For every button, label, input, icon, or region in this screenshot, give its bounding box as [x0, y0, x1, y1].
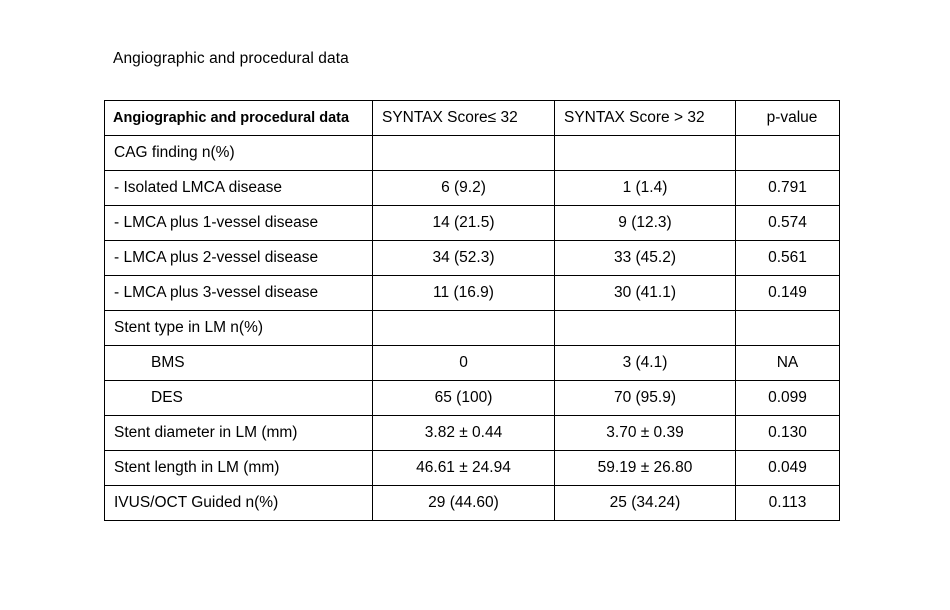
cell-p-value: 0.099: [735, 380, 840, 416]
table-row: CAG finding n(%): [104, 135, 840, 171]
table-row: - LMCA plus 3-vessel disease 11 (16.9) 30 …: [104, 275, 840, 311]
row-label: Stent length in LM (mm): [104, 450, 373, 486]
header-cell-p-value: p-value: [735, 100, 840, 136]
cell-syntax-high: [554, 135, 736, 171]
row-label: CAG finding n(%): [104, 135, 373, 171]
header-cell-category: Angiographic and procedural data: [104, 100, 373, 136]
cell-syntax-high: 1 (1.4): [554, 170, 736, 206]
row-label: Stent diameter in LM (mm): [104, 415, 373, 451]
cell-syntax-low: 65 (100): [372, 380, 555, 416]
cell-syntax-high: 9 (12.3): [554, 205, 736, 241]
cell-syntax-low: 0: [372, 345, 555, 381]
cell-p-value: 0.561: [735, 240, 840, 276]
cell-p-value: [735, 310, 840, 346]
cell-p-value: [735, 135, 840, 171]
cell-p-value: 0.574: [735, 205, 840, 241]
cell-syntax-high: 30 (41.1): [554, 275, 736, 311]
cell-syntax-low: 46.61 ± 24.94: [372, 450, 555, 486]
cell-syntax-high: 33 (45.2): [554, 240, 736, 276]
row-label: DES: [104, 380, 373, 416]
cell-p-value: 0.130: [735, 415, 840, 451]
cell-syntax-low: 34 (52.3): [372, 240, 555, 276]
row-label: IVUS/OCT Guided n(%): [104, 485, 373, 521]
cell-p-value: 0.791: [735, 170, 840, 206]
cell-syntax-high: 59.19 ± 26.80: [554, 450, 736, 486]
row-label: Stent type in LM n(%): [104, 310, 373, 346]
cell-syntax-high: 70 (95.9): [554, 380, 736, 416]
cell-syntax-high: [554, 310, 736, 346]
table-row: DES 65 (100) 70 (95.9) 0.099: [104, 380, 840, 416]
row-label: - LMCA plus 2-vessel disease: [104, 240, 373, 276]
table-header-row: Angiographic and procedural data SYNTAX …: [104, 100, 840, 136]
cell-syntax-low: 11 (16.9): [372, 275, 555, 311]
header-cell-syntax-high: SYNTAX Score > 32: [554, 100, 736, 136]
cell-syntax-low: 29 (44.60): [372, 485, 555, 521]
cell-syntax-low: [372, 135, 555, 171]
table-row: - LMCA plus 2-vessel disease 34 (52.3) 33 …: [104, 240, 840, 276]
table-caption: Angiographic and procedural data: [113, 50, 349, 67]
data-table: Angiographic and procedural data SYNTAX …: [104, 100, 840, 521]
table-row: Stent type in LM n(%): [104, 310, 840, 346]
cell-syntax-high: 3 (4.1): [554, 345, 736, 381]
cell-syntax-low: [372, 310, 555, 346]
cell-p-value: NA: [735, 345, 840, 381]
cell-syntax-low: 6 (9.2): [372, 170, 555, 206]
table-row: BMS 0 3 (4.1) NA: [104, 345, 840, 381]
cell-p-value: 0.149: [735, 275, 840, 311]
cell-p-value: 0.113: [735, 485, 840, 521]
table-row: Stent diameter in LM (mm) 3.82 ± 0.44 3.70…: [104, 415, 840, 451]
row-label: - Isolated LMCA disease: [104, 170, 373, 206]
row-label: BMS: [104, 345, 373, 381]
table-row: - Isolated LMCA disease 6 (9.2) 1 (1.4) 0.7…: [104, 170, 840, 206]
cell-syntax-high: 25 (34.24): [554, 485, 736, 521]
cell-syntax-high: 3.70 ± 0.39: [554, 415, 736, 451]
table-body: CAG finding n(%) - Isolated LMCA disease 6…: [104, 135, 840, 521]
cell-p-value: 0.049: [735, 450, 840, 486]
cell-syntax-low: 14 (21.5): [372, 205, 555, 241]
table-row: Stent length in LM (mm) 46.61 ± 24.94 59.1…: [104, 450, 840, 486]
table-row: IVUS/OCT Guided n(%) 29 (44.60) 25 (34.24)…: [104, 485, 840, 521]
header-cell-syntax-low: SYNTAX Score≤ 32: [372, 100, 555, 136]
row-label: - LMCA plus 1-vessel disease: [104, 205, 373, 241]
table-row: - LMCA plus 1-vessel disease 14 (21.5) 9 (…: [104, 205, 840, 241]
cell-syntax-low: 3.82 ± 0.44: [372, 415, 555, 451]
row-label: - LMCA plus 3-vessel disease: [104, 275, 373, 311]
